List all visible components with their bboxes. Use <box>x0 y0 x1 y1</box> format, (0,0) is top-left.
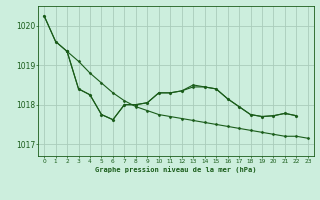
X-axis label: Graphe pression niveau de la mer (hPa): Graphe pression niveau de la mer (hPa) <box>95 166 257 173</box>
